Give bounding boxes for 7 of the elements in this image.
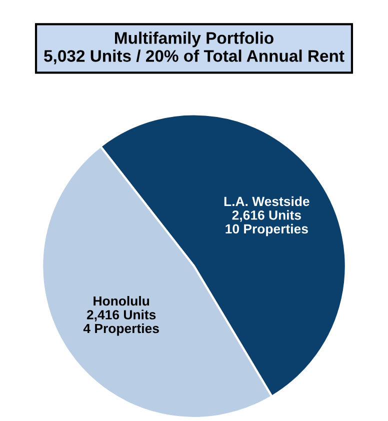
chart-title: Multifamily Portfolio 5,032 Units / 20% of Total Annual Rent [44,32,344,64]
text: 4 Properties [83,323,159,336]
slice-label: L.A. Westside [224,196,310,206]
data-label: 2,616 Units [232,210,301,222]
text: 10 Properties [226,224,308,236]
slice-label: Honolulu [94,296,150,306]
data-label: 2,416 Units [86,310,156,322]
